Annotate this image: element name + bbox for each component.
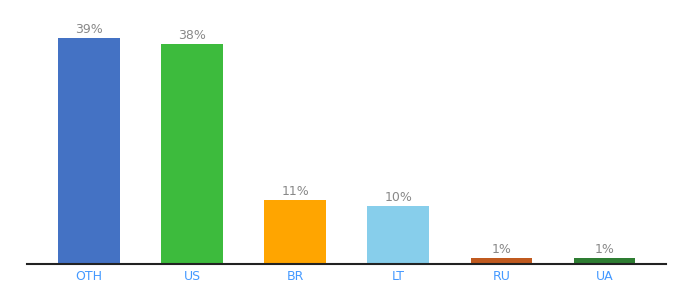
- Bar: [471, 258, 532, 264]
- Bar: [58, 38, 120, 264]
- Text: 1%: 1%: [594, 243, 615, 256]
- Text: 11%: 11%: [282, 185, 309, 198]
- Text: 1%: 1%: [492, 243, 511, 256]
- Bar: [265, 200, 326, 264]
- Bar: [367, 206, 429, 264]
- Text: 38%: 38%: [178, 28, 206, 42]
- Bar: [161, 44, 223, 264]
- Bar: [574, 258, 636, 264]
- Text: 39%: 39%: [75, 23, 103, 36]
- Text: 10%: 10%: [384, 191, 412, 204]
